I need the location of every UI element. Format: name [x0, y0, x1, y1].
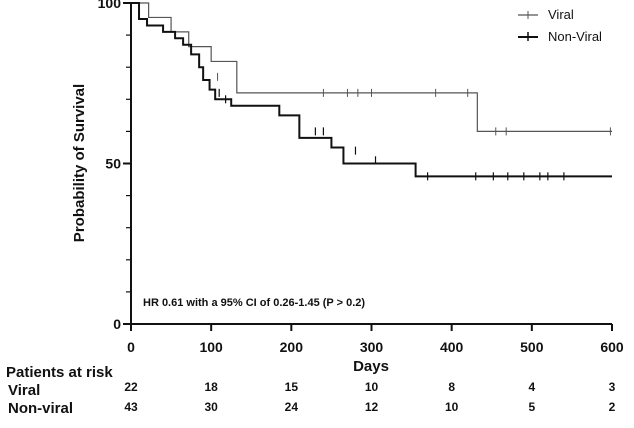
y-tick-label: 0: [113, 316, 121, 332]
risk-row-label-non-viral: Non-viral: [8, 400, 73, 417]
risk-value: 5: [528, 400, 535, 414]
risk-value: 15: [285, 380, 299, 394]
risk-value: 12: [365, 400, 379, 414]
legend: Viral Non-Viral: [518, 7, 602, 44]
risk-value: 22: [124, 380, 138, 394]
x-tick-label: 500: [520, 339, 544, 355]
risk-value: 24: [285, 400, 299, 414]
risk-value: 4: [528, 380, 535, 394]
x-tick-label: 0: [127, 339, 135, 355]
y-tick-label: 50: [105, 156, 121, 172]
risk-row-label-viral: Viral: [8, 382, 40, 399]
risk-values: 22 18 15 10 8 4 343 30 24 12 10 5 2: [124, 380, 615, 414]
x-tick-label: 200: [280, 339, 304, 355]
ticks: [123, 2, 613, 331]
x-tick-label: 600: [600, 339, 624, 355]
x-axis-title: Days: [353, 358, 389, 375]
x-tick-label: 100: [199, 339, 223, 355]
tick-labels: 0 100 200 300 400 500 600 0 50 100: [98, 0, 624, 355]
risk-value: 3: [609, 380, 616, 394]
risk-table-title: Patients at risk: [6, 364, 113, 381]
legend-label-viral: Viral: [548, 7, 574, 22]
series-layer: [131, 2, 612, 181]
risk-value: 43: [124, 400, 138, 414]
risk-value: 10: [445, 400, 459, 414]
hr-annotation: HR 0.61 with a 95% CI of 0.26-1.45 (P > …: [143, 297, 365, 309]
x-tick-label: 300: [360, 339, 384, 355]
x-tick-label: 400: [440, 339, 464, 355]
risk-value: 30: [204, 400, 218, 414]
series-line-non-viral: [131, 2, 612, 178]
y-axis-title: Probability of Survival: [71, 84, 88, 242]
risk-value: 2: [609, 400, 616, 414]
legend-item-viral: Viral: [518, 7, 574, 22]
risk-value: 8: [448, 380, 455, 394]
series-line-viral: [131, 2, 612, 132]
risk-table: Patients at risk Viral Non-viral 22 18 15 1…: [6, 364, 616, 417]
legend-item-non-viral: Non-Viral: [518, 29, 602, 44]
legend-label-non-viral: Non-Viral: [548, 29, 602, 44]
risk-value: 18: [204, 380, 218, 394]
risk-value: 10: [365, 380, 379, 394]
y-tick-label: 100: [98, 0, 122, 11]
